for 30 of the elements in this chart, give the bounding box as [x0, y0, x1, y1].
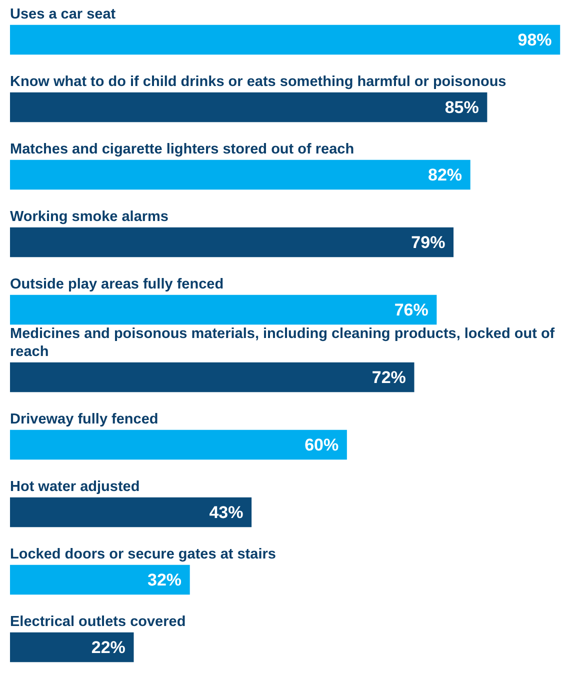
data-label: 72%: [372, 368, 406, 387]
y-tick-label: Driveway fully fenced: [10, 411, 158, 428]
y-tick-label: Hot water adjusted: [10, 478, 140, 495]
data-label: 79%: [411, 232, 446, 252]
y-tick-label: Uses a car seat: [10, 6, 116, 22]
bar: [10, 24, 560, 55]
bar: [10, 160, 470, 190]
data-label: 43%: [209, 502, 244, 522]
y-tick-label: Outside play areas fully fenced: [10, 276, 224, 292]
y-tick-label: Know what to do if child drinks or eats something harmful or poisonous: [10, 74, 506, 90]
y-tick-label: Matches and cigarette lighters stored out of reach: [10, 141, 354, 158]
y-tick-label: Locked doors or secure gates at stairs: [10, 546, 276, 562]
y-tick-label: Working smoke alarms: [10, 208, 168, 225]
bar: [10, 92, 488, 122]
bar: [10, 227, 454, 258]
bar: [10, 294, 437, 325]
data-label: 82%: [428, 165, 462, 184]
bar: [10, 430, 347, 460]
data-label: 32%: [147, 570, 182, 590]
bar: [10, 564, 190, 595]
bar: [10, 362, 414, 392]
bar: [10, 632, 134, 662]
y-tick-label: Electrical outlets covered: [10, 614, 186, 630]
y-tick-label: Medicines and poisonous materials, including cleaning products, locked out of reach: [10, 326, 555, 360]
bar: [10, 497, 252, 528]
data-label: 76%: [394, 300, 428, 320]
data-label: 98%: [518, 30, 552, 50]
data-label: 85%: [444, 98, 479, 117]
data-label: 60%: [304, 435, 339, 454]
data-label: 22%: [91, 638, 126, 657]
